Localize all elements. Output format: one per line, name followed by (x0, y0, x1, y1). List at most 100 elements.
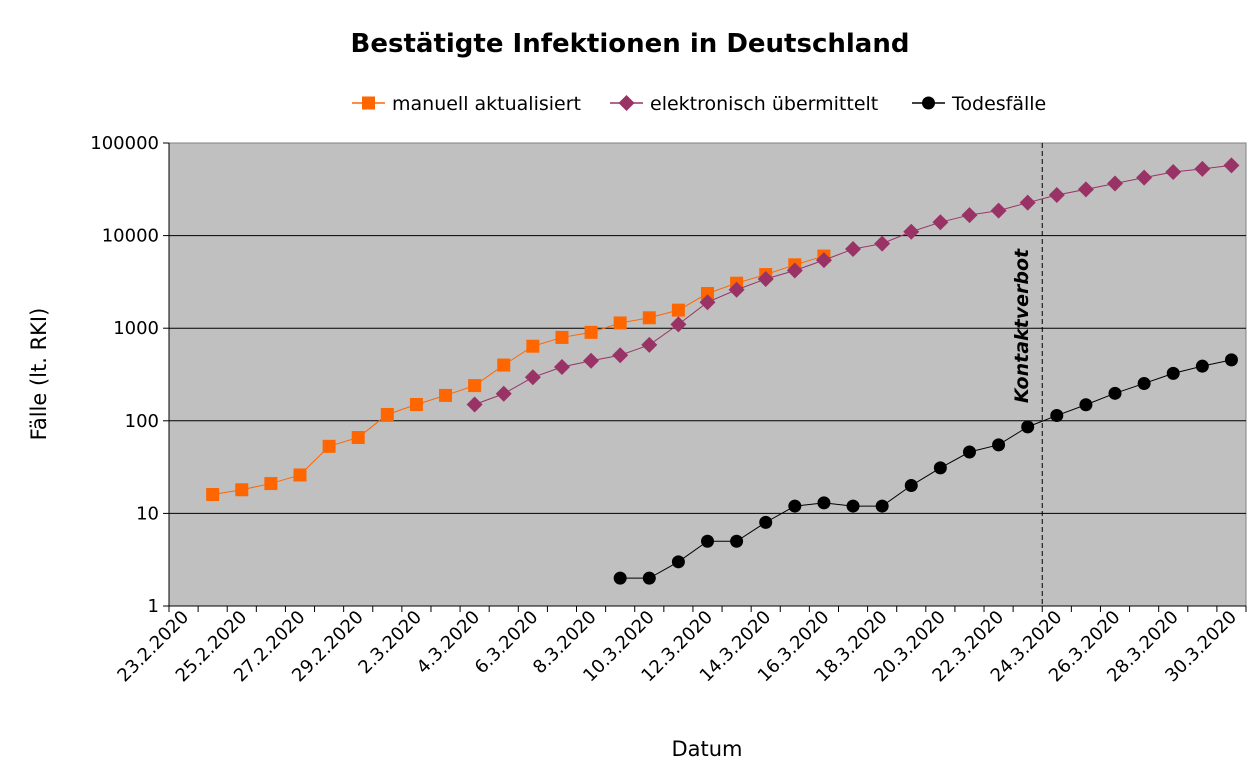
plot-area (168, 142, 1247, 607)
data-point (1107, 175, 1124, 192)
data-point (701, 287, 714, 301)
gridlines (169, 235, 1246, 514)
data-point (612, 347, 629, 364)
legend-item: elektronisch übermittelt (610, 93, 878, 115)
data-point (730, 534, 744, 548)
data-point (264, 477, 278, 491)
legend-label: Todesfälle (951, 93, 1046, 115)
data-point (380, 407, 394, 421)
y-tick-label: 1 (148, 596, 159, 617)
data-point (757, 270, 774, 287)
x-axis-title: Datum (671, 737, 742, 761)
data-point (1166, 366, 1180, 380)
data-point (206, 487, 220, 501)
data-point (701, 534, 714, 548)
y-tick-label: 1000 (113, 318, 159, 339)
annotations: Kontaktverbot (1011, 143, 1043, 606)
data-point (555, 330, 569, 344)
data-point (1050, 409, 1064, 423)
data-point (699, 294, 716, 311)
series-2 (613, 353, 1238, 585)
data-point (1019, 194, 1036, 211)
legend-item: manuell aktualisiert (352, 93, 581, 115)
data-point (670, 316, 687, 333)
data-point (815, 252, 832, 269)
data-point (1223, 157, 1240, 174)
data-point (759, 515, 773, 529)
data-point (1048, 187, 1065, 204)
data-point (613, 316, 627, 330)
data-point (992, 438, 1006, 452)
legend: manuell aktualisiert elektronisch übermit… (352, 93, 1046, 115)
data-point (962, 445, 976, 459)
x-axis: 23.2.202025.2.202027.2.202029.2.20202.3.… (113, 605, 1247, 686)
data-point (642, 311, 656, 325)
annotation-label: Kontaktverbot (1011, 248, 1033, 403)
data-point (1194, 160, 1211, 177)
data-point (613, 571, 627, 585)
legend-marker (922, 96, 935, 110)
data-point (1077, 181, 1094, 198)
data-point (583, 352, 600, 369)
data-point (671, 303, 685, 317)
x-tick-label: 6.3.2020 (471, 607, 543, 679)
data-point (932, 214, 949, 231)
data-point (904, 479, 918, 493)
data-point (845, 241, 862, 258)
data-point (846, 499, 860, 513)
y-axis: 1 10 100 1000 10000 100000 (90, 133, 170, 617)
data-point (526, 339, 540, 353)
data-point (817, 496, 831, 510)
data-point (728, 281, 745, 298)
data-point (524, 369, 541, 386)
legend-label: elektronisch übermittelt (650, 93, 878, 115)
legend-marker (618, 95, 635, 111)
legend-item: Todesfälle (912, 93, 1046, 115)
data-point (468, 379, 482, 393)
data-point (584, 325, 598, 339)
data-point (466, 396, 483, 413)
data-point (553, 359, 570, 376)
data-point (961, 207, 978, 224)
data-point (439, 388, 453, 402)
y-tick-label: 100000 (90, 133, 159, 154)
data-point (351, 431, 365, 445)
data-point (495, 385, 512, 402)
y-tick-label: 10000 (102, 226, 159, 247)
data-point (990, 202, 1007, 219)
data-point (903, 223, 920, 240)
data-point (1021, 420, 1035, 434)
data-point (875, 499, 889, 513)
data-point (1224, 353, 1238, 367)
data-point (641, 336, 658, 353)
data-point (1108, 386, 1122, 400)
data-point (671, 555, 685, 569)
legend-marker (362, 96, 375, 110)
data-point (409, 397, 423, 411)
data-point (788, 499, 802, 513)
data-point (933, 461, 947, 475)
series-group (206, 157, 1240, 585)
series-line (212, 255, 825, 495)
x-tick-label: 4.3.2020 (413, 607, 485, 679)
y-tick-label: 10 (136, 503, 159, 524)
chart-title: Bestätigte Infektionen in Deutschland (351, 29, 910, 59)
data-point (786, 262, 803, 279)
y-axis-title: Fälle (lt. RKI) (27, 308, 51, 441)
series-line (620, 359, 1232, 579)
y-tick-label: 100 (125, 411, 159, 432)
data-point (874, 235, 891, 252)
data-point (1195, 359, 1209, 373)
series-1 (466, 157, 1240, 413)
data-point (1137, 376, 1151, 390)
data-point (642, 571, 656, 585)
data-point (1136, 169, 1153, 186)
data-point (322, 439, 336, 453)
data-point (497, 358, 511, 372)
data-point (1079, 398, 1093, 412)
data-point (235, 483, 249, 497)
legend-label: manuell aktualisiert (392, 93, 581, 115)
data-point (1165, 164, 1182, 181)
x-tick-label: 2.3.2020 (354, 607, 426, 679)
